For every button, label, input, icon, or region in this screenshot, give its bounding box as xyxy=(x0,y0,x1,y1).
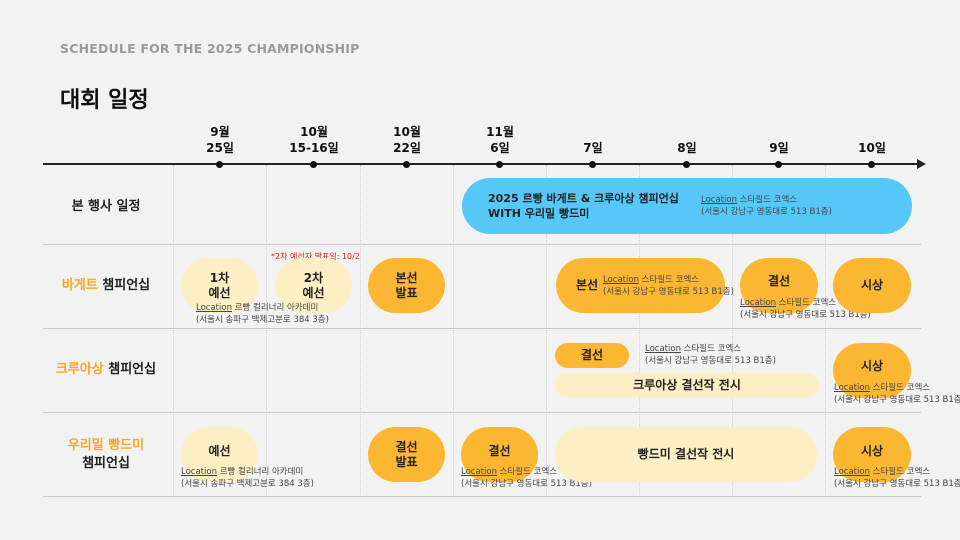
column-divider xyxy=(360,165,361,497)
bread-final-pill[interactable]: 결선 xyxy=(461,427,538,482)
timeline-dot xyxy=(496,160,503,168)
date-header: 9월 25일 xyxy=(206,125,234,155)
column-divider xyxy=(732,165,733,497)
date-header: 9일 xyxy=(769,141,789,155)
croissant-award-pill[interactable]: 시상 xyxy=(833,343,911,398)
baguette-final-location: Location 스타필드 코엑스 (서울시 강남구 영동대로 513 B1층) xyxy=(740,298,871,320)
baguette-prelim2-pill[interactable]: 2차 예선 xyxy=(275,258,352,313)
date-header: 7일 xyxy=(583,141,603,155)
timeline-dot xyxy=(868,160,875,168)
row-divider xyxy=(43,412,921,413)
main-event-title: 2025 르빵 바게트 & 크루아상 챔피언십 WITH 우리밀 빵드미 xyxy=(488,192,679,220)
baguette-note: *2차 예선자 발표일: 10/2 xyxy=(271,252,360,261)
eyebrow-text: SCHEDULE FOR THE 2025 CHAMPIONSHIP xyxy=(60,41,360,56)
baguette-final-pill[interactable]: 결선 xyxy=(740,258,818,313)
column-divider xyxy=(453,165,454,497)
baguette-award-pill[interactable]: 시상 xyxy=(833,258,911,313)
page-title: 대회 일정 xyxy=(60,88,149,113)
bread-award-location: Location 스타필드 코엑스 (서울시 강남구 영동대로 513 B1층) xyxy=(834,467,960,489)
main-event-location: Location 스타필드 코엑스 (서울시 강남구 영동대로 513 B1층) xyxy=(701,195,832,217)
baguette-mainround-location: Location 스타필드 코엑스 (서울시 강남구 영동대로 513 B1층) xyxy=(603,275,734,297)
croissant-final-pill[interactable]: 결선 xyxy=(555,343,629,368)
croissant-exhibit-bar[interactable]: 크루아상 결선작 전시 xyxy=(555,373,819,397)
row-label-croissant: 크루아상 챔피언십 xyxy=(55,362,157,377)
bread-final-location: Location 스타필드 코엑스 (서울시 강남구 영동대로 513 B1층) xyxy=(461,467,592,489)
column-divider xyxy=(266,165,267,497)
baguette-prelim-location: Location 르빵 컬리너리 아카데미 (서울시 송파구 백제고분로 384… xyxy=(196,303,329,325)
column-divider xyxy=(639,165,640,497)
bread-award-pill[interactable]: 시상 xyxy=(833,427,911,482)
date-header: 10월 22일 xyxy=(393,125,421,155)
row-divider xyxy=(43,328,921,329)
timeline-dot xyxy=(683,160,690,168)
row-label-baguette: 바게트 챔피언십 xyxy=(61,278,151,293)
date-header: 8일 xyxy=(677,141,697,155)
row-divider xyxy=(43,244,921,245)
column-divider xyxy=(546,165,547,497)
main-event-bar[interactable]: 2025 르빵 바게트 & 크루아상 챔피언십 WITH 우리밀 빵드미 xyxy=(462,178,912,234)
timeline-dot xyxy=(403,160,410,168)
croissant-final-location: Location 스타필드 코엑스 (서울시 강남구 영동대로 513 B1층) xyxy=(645,344,776,366)
baguette-mainround-pill[interactable]: 본선 xyxy=(556,258,725,313)
bread-exhibit-bar[interactable]: 빵드미 결선작 전시 xyxy=(555,427,817,482)
timeline-dot xyxy=(310,160,317,168)
row-label-main: 본 행사 일정 xyxy=(71,199,141,214)
row-divider xyxy=(43,496,921,497)
row-label-bread: 우리밀 빵드미 챔피언십 xyxy=(67,438,145,471)
baguette-prelim1-pill[interactable]: 1차 예선 xyxy=(181,258,258,313)
timeline-dot xyxy=(589,160,596,168)
date-header: 11월 6일 xyxy=(486,125,514,155)
date-header: 10월 15-16일 xyxy=(289,125,339,155)
timeline-dot xyxy=(216,160,223,168)
timeline-axis xyxy=(43,163,921,165)
bread-prelim-location: Location 르빵 컬리너리 아카데미 (서울시 송파구 백제고분로 384… xyxy=(181,467,314,489)
bread-prelim-pill[interactable]: 예선 xyxy=(181,427,258,482)
baguette-announce-pill[interactable]: 본선 발표 xyxy=(368,258,445,313)
bread-announce-pill[interactable]: 결선 발표 xyxy=(368,427,445,482)
croissant-award-location: Location 스타필드 코엑스 (서울시 강남구 영동대로 513 B1층) xyxy=(834,383,960,405)
timeline-dot xyxy=(775,160,782,168)
column-divider xyxy=(173,165,174,497)
axis-arrow-icon xyxy=(917,159,926,169)
date-header: 10일 xyxy=(858,141,886,155)
column-divider xyxy=(825,165,826,497)
